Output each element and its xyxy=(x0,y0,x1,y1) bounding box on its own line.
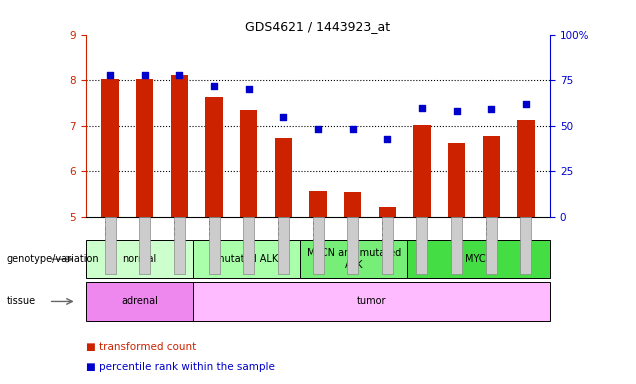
Point xyxy=(105,72,115,78)
Bar xyxy=(517,120,534,217)
Text: MYCN: MYCN xyxy=(465,254,493,264)
Bar xyxy=(378,207,396,217)
Point xyxy=(452,108,462,114)
Bar xyxy=(136,79,153,217)
Title: GDS4621 / 1443923_at: GDS4621 / 1443923_at xyxy=(245,20,391,33)
Point xyxy=(279,114,289,120)
Point xyxy=(244,86,254,93)
Bar xyxy=(240,110,258,217)
Text: ■ transformed count: ■ transformed count xyxy=(86,342,196,352)
Bar xyxy=(448,142,466,217)
Text: ■ percentile rank within the sample: ■ percentile rank within the sample xyxy=(86,362,275,372)
Point xyxy=(382,136,392,142)
Point xyxy=(140,72,150,78)
Bar xyxy=(275,138,292,217)
Text: MYCN and mutated
ALK: MYCN and mutated ALK xyxy=(307,248,401,270)
Bar xyxy=(205,97,223,217)
Bar xyxy=(300,240,407,278)
Point xyxy=(174,72,184,78)
Point xyxy=(521,101,531,107)
Bar xyxy=(170,75,188,217)
Text: tissue: tissue xyxy=(6,296,36,306)
Bar xyxy=(344,192,361,217)
Bar xyxy=(193,282,550,321)
Point xyxy=(417,104,427,111)
Bar xyxy=(407,240,550,278)
Bar xyxy=(86,240,193,278)
Text: adrenal: adrenal xyxy=(121,296,158,306)
Bar xyxy=(309,191,327,217)
Point xyxy=(347,126,357,132)
Bar xyxy=(102,79,119,217)
Text: tumor: tumor xyxy=(357,296,386,306)
Bar xyxy=(193,240,300,278)
Bar xyxy=(483,136,500,217)
Point xyxy=(209,83,219,89)
Bar xyxy=(86,282,193,321)
Point xyxy=(313,126,323,132)
Bar xyxy=(413,125,431,217)
Text: normal: normal xyxy=(122,254,156,264)
Text: mutated ALK: mutated ALK xyxy=(215,254,278,264)
Point xyxy=(486,106,496,113)
Text: genotype/variation: genotype/variation xyxy=(6,254,99,264)
